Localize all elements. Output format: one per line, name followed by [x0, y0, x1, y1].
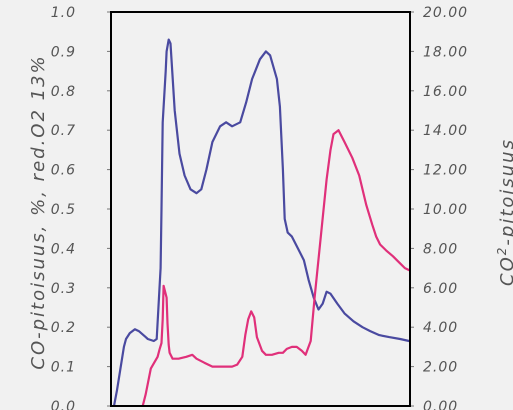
- right-axis-title-prefix: CO: [497, 255, 513, 286]
- left-tick-label: 0.3: [51, 281, 76, 297]
- right-tick-label: 18.00: [423, 44, 468, 60]
- left-tick-label: 0.2: [51, 320, 76, 336]
- right-axis-title-suffix: -pitoisuus: [497, 138, 513, 246]
- left-y-axis: 0.0 0.1 0.2 0.3 0.4 0.5 0.6 0.7 0.8 0.9 1.0: [51, 5, 111, 410]
- left-tick-label: 0.9: [51, 44, 76, 60]
- co2-concentration-line: [141, 129, 410, 406]
- right-tick-label: 4.00: [423, 320, 458, 336]
- right-tick-label: 8.00: [423, 241, 458, 257]
- co-concentration-line: [112, 38, 410, 406]
- left-tick-label: 0.0: [51, 399, 76, 410]
- left-axis-title: CO-pitoisuus, %, red.O2 13%: [28, 54, 49, 369]
- right-tick-label: 12.00: [423, 163, 468, 179]
- left-tick-label: 0.7: [51, 123, 76, 139]
- right-tick-label: 16.00: [423, 84, 468, 100]
- right-tick-label: 0.00: [423, 399, 458, 410]
- right-axis-title: CO2-pitoisuus: [495, 138, 513, 286]
- right-y-axis: 0.00 2.00 4.00 6.00 8.00 10.00 12.00 14.00 16.00…: [410, 5, 468, 410]
- right-tick-label: 20.00: [423, 5, 468, 21]
- plot-frame: [110, 11, 411, 407]
- right-tick-label: 10.00: [423, 202, 468, 218]
- right-tick-label: 6.00: [423, 281, 458, 297]
- left-tick-label: 0.8: [51, 84, 76, 100]
- left-tick-label: 1.0: [51, 5, 76, 21]
- right-tick-label: 2.00: [423, 360, 458, 376]
- left-tick-label: 0.4: [51, 241, 76, 257]
- right-axis-title-superscript: 2: [495, 246, 509, 256]
- left-tick-label: 0.6: [51, 163, 76, 179]
- left-tick-label: 0.5: [51, 202, 76, 218]
- plot-lines: [112, 38, 410, 406]
- left-tick-label: 0.1: [51, 360, 76, 376]
- right-tick-label: 14.00: [423, 123, 468, 139]
